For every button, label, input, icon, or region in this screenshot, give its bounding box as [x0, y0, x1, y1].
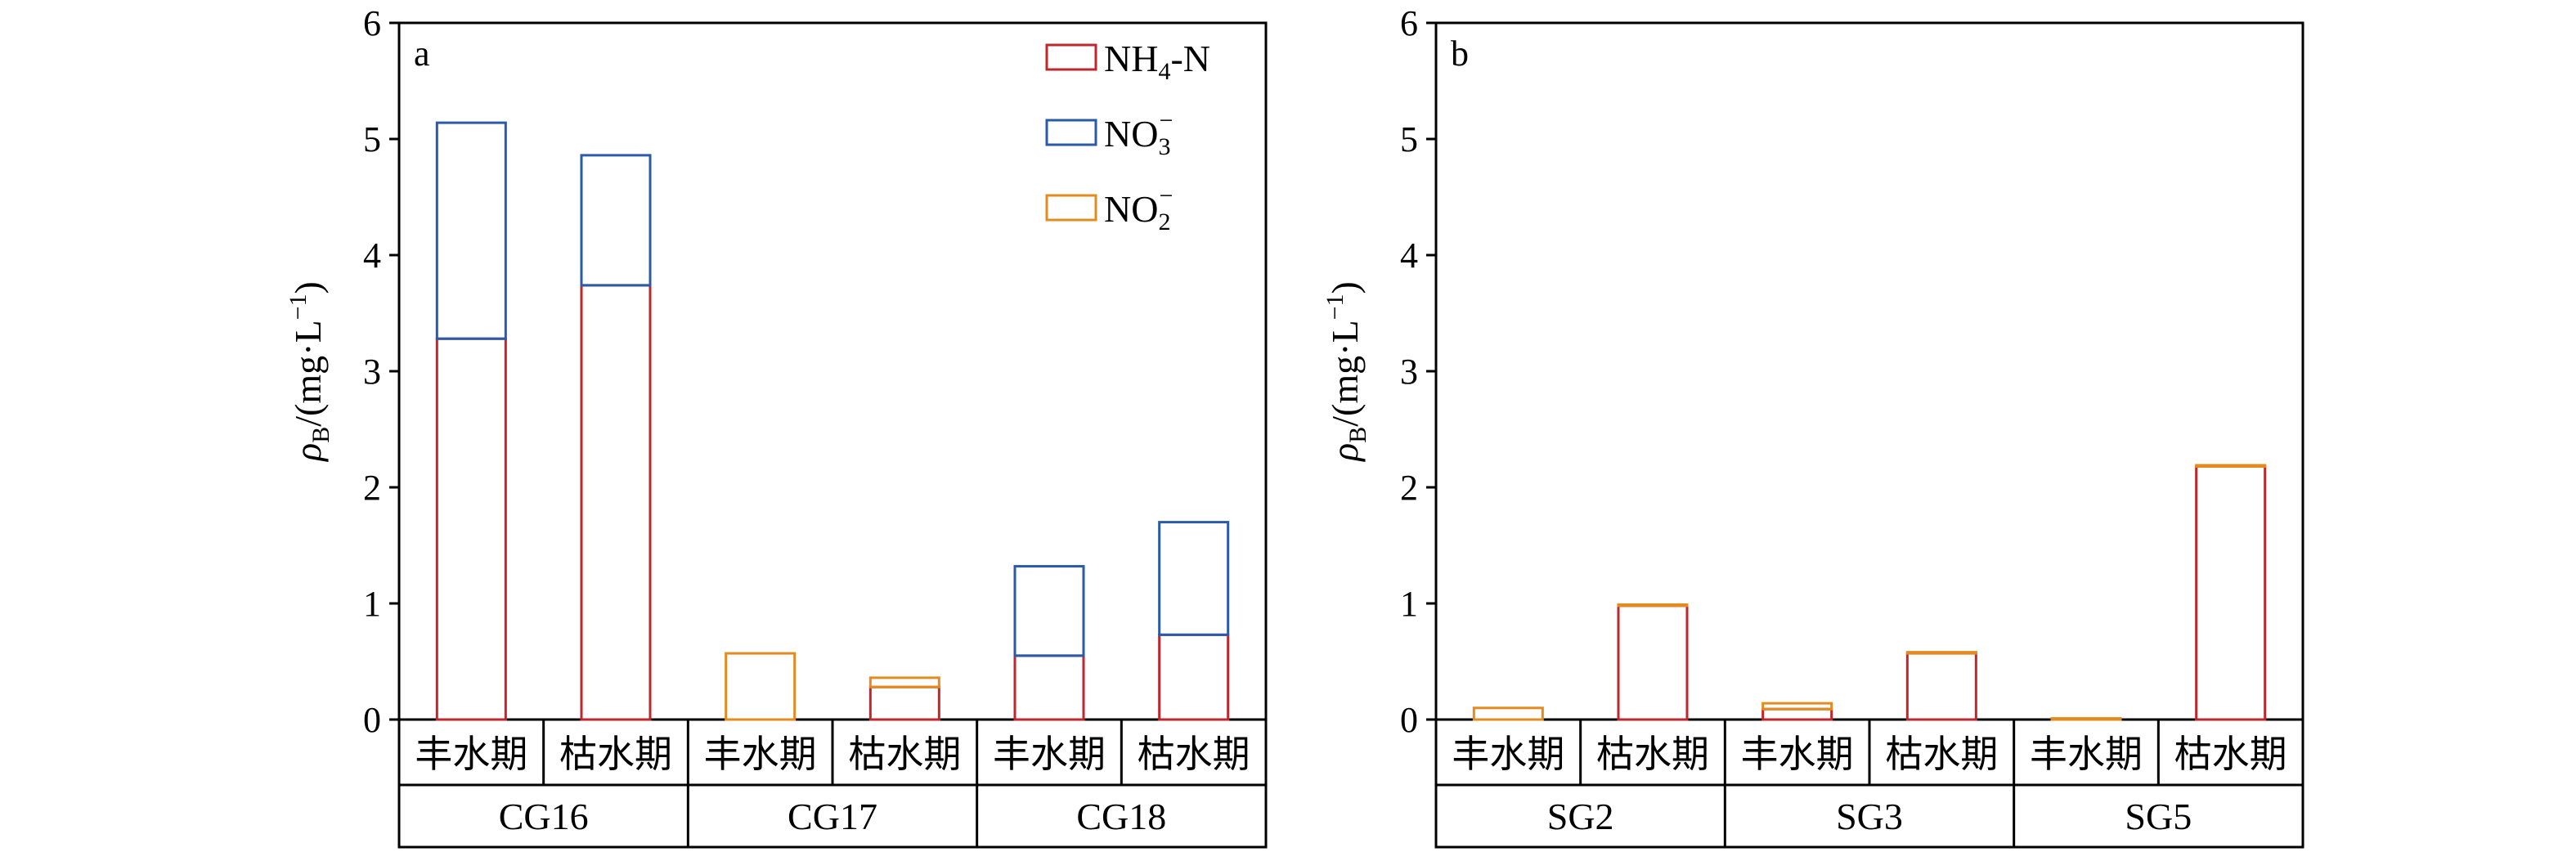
y-tick-label: 4 [363, 235, 381, 276]
category-label: 丰水期 [2030, 733, 2143, 775]
panel-label: a [414, 34, 430, 74]
y-tick-label: 3 [363, 352, 381, 392]
category-label: 丰水期 [704, 733, 817, 775]
bar-segment [725, 652, 797, 721]
category-label: 丰水期 [993, 733, 1106, 775]
group-label: CG17 [788, 796, 877, 837]
bar-segment [1905, 652, 1977, 721]
category-label: 丰水期 [1741, 733, 1854, 775]
category-label: 枯水期 [1885, 733, 1998, 775]
bar-segment [868, 676, 940, 688]
group-label: SG3 [1836, 796, 1903, 837]
category-label: 枯水期 [848, 733, 961, 775]
y-tick-label: 4 [1400, 235, 1418, 276]
plot-area-frame [1434, 21, 2304, 721]
y-tick-label: 1 [363, 584, 381, 624]
bar-segment [1158, 521, 1230, 636]
category-label: 枯水期 [1138, 733, 1250, 775]
legend-label: NO2−​ [1104, 182, 1173, 235]
group-label: SG5 [2125, 796, 2192, 837]
legend: NH4-N NO3−​ NO2−​ [1045, 38, 1210, 235]
y-tick-label: 2 [1400, 468, 1418, 508]
bar-segment [435, 121, 507, 340]
bar-segment [2195, 464, 2267, 721]
y-tick-label: 2 [363, 468, 381, 508]
bar-segment [1472, 706, 1544, 721]
bar-segment [580, 154, 652, 287]
y-tick-label: 5 [1400, 119, 1418, 159]
legend-label: NH4-N [1104, 38, 1210, 85]
bar-segment [1905, 651, 1977, 655]
category-label: 枯水期 [1596, 733, 1709, 775]
bar-segment [1158, 633, 1230, 721]
panel-label: b [1451, 34, 1469, 74]
legend-swatch [1045, 194, 1097, 222]
y-tick-label: 5 [363, 119, 381, 159]
legend-swatch [1045, 43, 1097, 71]
y-axis-label: ρB/(mg·L−1) [1322, 281, 1371, 463]
bar-segment [1617, 604, 1689, 721]
y-tick-label: 6 [363, 3, 381, 43]
y-axis-label: ρB/(mg·L−1) [285, 281, 334, 463]
legend-swatch [1045, 119, 1097, 146]
category-label: 枯水期 [559, 733, 672, 775]
group-label: SG2 [1547, 796, 1614, 837]
y-tick-label: 0 [1400, 700, 1418, 740]
y-tick-label: 0 [363, 700, 381, 740]
group-label: CG18 [1076, 796, 1166, 837]
group-label: CG16 [499, 796, 589, 837]
bar-segment [2050, 717, 2122, 721]
category-label: 丰水期 [1452, 733, 1564, 775]
bar-segment [1617, 603, 1689, 608]
bar-segment [1013, 565, 1085, 657]
y-tick-label: 3 [1400, 352, 1418, 392]
y-tick-label: 1 [1400, 584, 1418, 624]
bar-segment [1761, 707, 1833, 721]
bar-segment [1761, 702, 1833, 711]
y-tick-label: 6 [1400, 3, 1418, 43]
legend-label: NO3−​ [1104, 107, 1173, 160]
category-label: 丰水期 [415, 733, 527, 775]
bar-segment [868, 685, 940, 721]
bar-segment [580, 284, 652, 721]
bar-segment [1013, 654, 1085, 721]
bar-segment [2195, 464, 2267, 468]
bar-segment [435, 337, 507, 721]
category-label: 枯水期 [2174, 733, 2287, 775]
